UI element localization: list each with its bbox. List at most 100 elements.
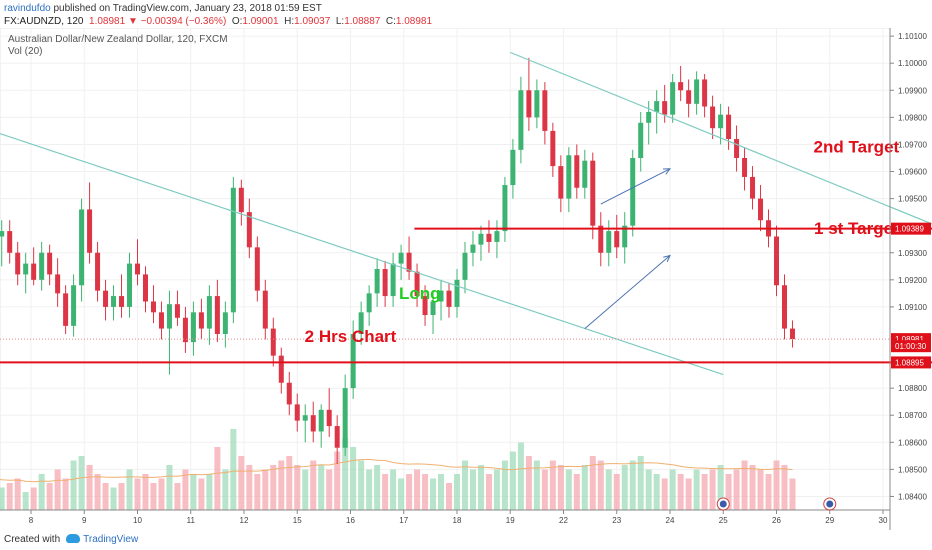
close-label: C: xyxy=(385,16,396,27)
volume-bar xyxy=(557,465,564,510)
x-tick-label: 11 xyxy=(187,516,196,525)
arrow-line xyxy=(600,168,671,205)
candle-body xyxy=(127,263,133,307)
volume-bar xyxy=(454,474,460,510)
volume-bar xyxy=(581,465,588,510)
candle-body xyxy=(55,274,61,294)
volume-bar xyxy=(294,465,301,510)
time-axis[interactable]: 8 9 10 11 12 15 16 17 18 19 22 23 24 25 26 29 30 xyxy=(0,509,890,525)
close-value: 1.08981 xyxy=(395,16,433,27)
candle-body xyxy=(119,296,125,307)
candle-body xyxy=(486,233,492,242)
candle-body xyxy=(462,252,468,280)
arrow-line xyxy=(584,255,671,329)
last-price: 1.08981 xyxy=(89,16,126,27)
candle-body xyxy=(206,296,212,329)
candle-body xyxy=(454,279,460,307)
price-chart[interactable]: 2nd Target 1 st Target Long 2 Hrs Chart Aus… xyxy=(0,28,932,530)
volume-bar xyxy=(254,474,261,510)
created-with: Created with TradingView xyxy=(4,534,138,545)
tradingview-brand[interactable]: TradingView xyxy=(83,534,139,545)
volume-bar xyxy=(669,469,676,510)
candle-body xyxy=(79,209,85,286)
volume-bar xyxy=(102,483,109,510)
candle-body xyxy=(598,225,604,253)
candle-body xyxy=(71,285,77,326)
volume-bar xyxy=(406,474,413,510)
volume-bar xyxy=(541,469,548,510)
volume-bar xyxy=(613,474,620,510)
volume-bar xyxy=(366,469,373,510)
candle-body xyxy=(390,263,396,297)
volume-bar xyxy=(214,447,221,510)
candle-body xyxy=(646,111,652,123)
candle-body xyxy=(166,304,172,329)
candle-body xyxy=(502,185,508,232)
volume-bar xyxy=(733,469,740,510)
volume-bar xyxy=(565,469,572,510)
volume-bar xyxy=(629,460,636,510)
volume-bar xyxy=(350,447,357,510)
publish-line: ravindufdo published on TradingView.com,… xyxy=(4,3,322,14)
candle-body xyxy=(214,296,220,334)
candle-body xyxy=(446,290,452,307)
candle-body xyxy=(87,209,93,253)
candle-body xyxy=(638,122,644,158)
price-label-text: 1.08981 xyxy=(895,335,924,344)
volume-bar xyxy=(549,460,556,510)
annotation-text: 2nd Target xyxy=(814,138,900,157)
x-tick-label: 8 xyxy=(29,516,34,525)
volume-bar xyxy=(589,456,596,510)
arrow-head-icon xyxy=(662,168,672,175)
volume-bar xyxy=(278,460,285,510)
candle-body xyxy=(694,79,700,104)
x-tick-label: 30 xyxy=(879,516,888,525)
x-tick-label: 12 xyxy=(240,516,249,525)
y-tick-label: 1.08700 xyxy=(898,411,927,420)
volume-bar xyxy=(94,474,101,510)
volume-bar xyxy=(110,487,117,510)
volume-bar xyxy=(6,483,13,510)
y-tick-label: 1.08400 xyxy=(898,492,927,501)
candle-body xyxy=(382,269,388,297)
candle-body xyxy=(135,263,140,275)
volume-bar xyxy=(501,460,508,510)
candle-body xyxy=(230,187,236,313)
volume-bar xyxy=(382,474,389,510)
candle-body xyxy=(23,263,29,275)
volume-bar xyxy=(326,469,333,510)
candle-body xyxy=(686,90,692,104)
y-tick-label: 1.10000 xyxy=(898,59,927,68)
candle-body xyxy=(318,409,324,432)
volume-bar xyxy=(38,474,45,510)
price-label-text: 01:00:30 xyxy=(895,342,927,351)
open-value: 1.09001 xyxy=(242,16,279,27)
volume-bar xyxy=(773,460,780,510)
volume-bar xyxy=(414,469,421,510)
volume-bar xyxy=(597,460,604,510)
volume-bar xyxy=(358,460,365,510)
volume-bar xyxy=(238,456,245,510)
annotation-text: 2 Hrs Chart xyxy=(305,327,397,346)
price-axis[interactable]: 1.10100 1.10000 1.09900 1.09800 1.09700 1.096… xyxy=(889,28,931,530)
publisher-link[interactable]: ravindufdo xyxy=(4,3,51,14)
x-tick-label: 23 xyxy=(612,516,621,525)
volume-bar xyxy=(509,451,516,510)
volume-bar xyxy=(158,478,165,510)
candle-body xyxy=(510,149,516,186)
candlesticks xyxy=(0,57,795,464)
volume-bar xyxy=(270,465,277,510)
candle-body xyxy=(774,236,779,286)
candle-body xyxy=(350,333,356,389)
volume-bar xyxy=(533,460,540,510)
flag-icon xyxy=(826,500,834,508)
candle-body xyxy=(718,114,724,129)
volume-bar xyxy=(725,474,732,510)
candle-body xyxy=(310,415,316,432)
volume-bar xyxy=(70,460,77,510)
volume-bar xyxy=(717,465,724,510)
change-value: −0.00394 (−0.36%) xyxy=(140,16,227,27)
volume-bar xyxy=(693,469,700,510)
x-tick-label: 18 xyxy=(453,516,462,525)
x-tick-label: 25 xyxy=(719,516,728,525)
